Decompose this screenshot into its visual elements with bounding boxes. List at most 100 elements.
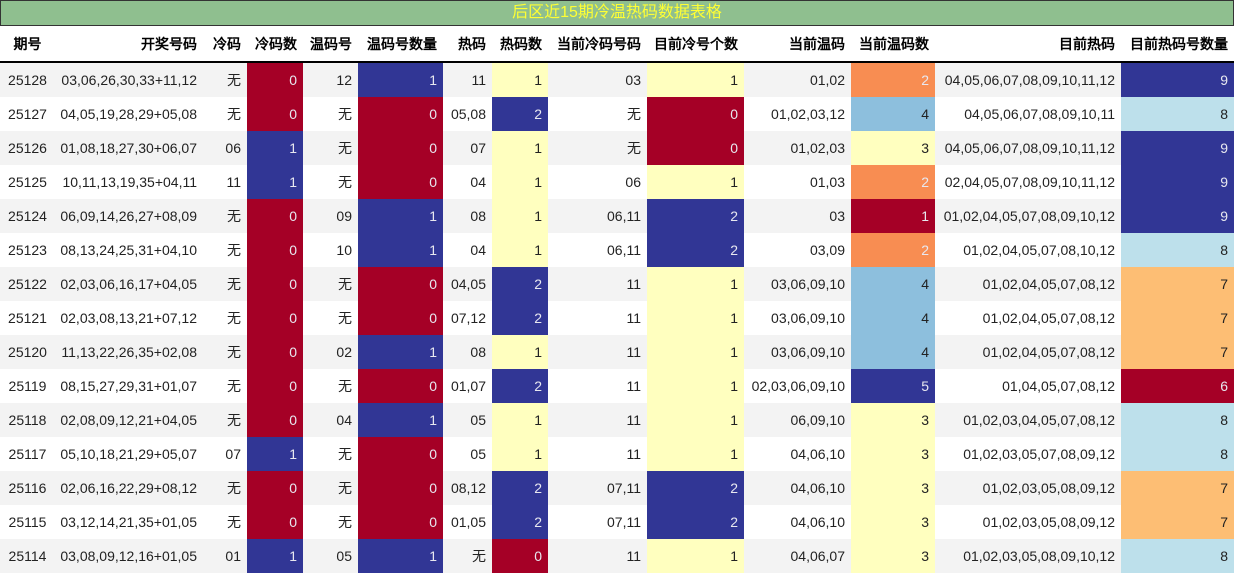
cell-draw-numbers[interactable]: 08,15,27,29,31+01,07 [55, 369, 203, 403]
cell-warm-count[interactable]: 0 [358, 165, 443, 199]
cell-cold-count[interactable]: 0 [247, 505, 303, 539]
cell-draw-numbers[interactable]: 11,13,22,26,35+02,08 [55, 335, 203, 369]
cell-current-warm-count[interactable]: 4 [851, 301, 935, 335]
cell-current-warm[interactable]: 02,03,06,09,10 [744, 369, 851, 403]
cell-hot-code[interactable]: 07,12 [443, 301, 492, 335]
cell-draw-numbers[interactable]: 02,08,09,12,21+04,05 [55, 403, 203, 437]
cell-current-hot[interactable]: 01,02,04,05,07,08,12 [935, 335, 1121, 369]
cell-issue[interactable]: 25127 [0, 97, 55, 131]
col-header-current-hot[interactable]: 目前热码 [935, 26, 1121, 63]
cell-issue[interactable]: 25115 [0, 505, 55, 539]
cell-current-cold[interactable]: 06,11 [548, 233, 647, 267]
cell-issue[interactable]: 25126 [0, 131, 55, 165]
cell-current-cold-count[interactable]: 2 [647, 199, 744, 233]
cell-cold-count[interactable]: 1 [247, 437, 303, 471]
cell-current-hot[interactable]: 01,02,04,05,07,08,12 [935, 267, 1121, 301]
col-header-current-cold[interactable]: 当前冷码号码 [548, 26, 647, 63]
cell-current-warm[interactable]: 03,06,09,10 [744, 301, 851, 335]
cell-warm-count[interactable]: 0 [358, 267, 443, 301]
cell-issue[interactable]: 25117 [0, 437, 55, 471]
cell-draw-numbers[interactable]: 03,06,26,30,33+11,12 [55, 62, 203, 97]
cell-cold-code[interactable]: 06 [203, 131, 247, 165]
cell-cold-code[interactable]: 11 [203, 165, 247, 199]
cell-current-warm-count[interactable]: 3 [851, 505, 935, 539]
cell-hot-count[interactable]: 2 [492, 267, 548, 301]
cell-warm-code[interactable]: 无 [303, 437, 358, 471]
cell-current-cold-count[interactable]: 1 [647, 335, 744, 369]
cell-hot-code[interactable]: 无 [443, 539, 492, 573]
cell-hot-count[interactable]: 1 [492, 165, 548, 199]
cell-cold-count[interactable]: 0 [247, 199, 303, 233]
cell-hot-count[interactable]: 2 [492, 471, 548, 505]
cell-hot-count[interactable]: 2 [492, 505, 548, 539]
col-header-current-warm[interactable]: 当前温码 [744, 26, 851, 63]
cell-cold-code[interactable]: 无 [203, 62, 247, 97]
cell-warm-code[interactable]: 04 [303, 403, 358, 437]
cell-current-cold[interactable]: 06 [548, 165, 647, 199]
col-header-draw-numbers[interactable]: 开奖号码 [55, 26, 203, 63]
cell-current-cold[interactable]: 11 [548, 301, 647, 335]
cell-cold-code[interactable]: 无 [203, 403, 247, 437]
cell-current-hot[interactable]: 01,02,03,05,07,08,09,12 [935, 437, 1121, 471]
cell-hot-code[interactable]: 04 [443, 233, 492, 267]
cell-hot-code[interactable]: 05 [443, 403, 492, 437]
cell-cold-count[interactable]: 0 [247, 471, 303, 505]
cell-draw-numbers[interactable]: 02,03,06,16,17+04,05 [55, 267, 203, 301]
cell-draw-numbers[interactable]: 02,03,08,13,21+07,12 [55, 301, 203, 335]
cell-warm-count[interactable]: 0 [358, 369, 443, 403]
cell-cold-code[interactable]: 无 [203, 199, 247, 233]
cell-cold-code[interactable]: 无 [203, 335, 247, 369]
cell-current-cold-count[interactable]: 0 [647, 131, 744, 165]
cell-issue[interactable]: 25116 [0, 471, 55, 505]
cell-current-hot[interactable]: 04,05,06,07,08,09,10,11 [935, 97, 1121, 131]
cell-current-warm-count[interactable]: 3 [851, 403, 935, 437]
cell-hot-code[interactable]: 05,08 [443, 97, 492, 131]
cell-hot-code[interactable]: 01,07 [443, 369, 492, 403]
cell-draw-numbers[interactable]: 01,08,18,27,30+06,07 [55, 131, 203, 165]
cell-issue[interactable]: 25124 [0, 199, 55, 233]
cell-draw-numbers[interactable]: 05,10,18,21,29+05,07 [55, 437, 203, 471]
col-header-cold-count[interactable]: 冷码数 [247, 26, 303, 63]
cell-hot-count[interactable]: 2 [492, 301, 548, 335]
cell-draw-numbers[interactable]: 03,12,14,21,35+01,05 [55, 505, 203, 539]
cell-current-warm-count[interactable]: 3 [851, 437, 935, 471]
cell-hot-code[interactable]: 05 [443, 437, 492, 471]
cell-hot-count[interactable]: 1 [492, 131, 548, 165]
cell-current-cold[interactable]: 07,11 [548, 505, 647, 539]
cell-current-cold-count[interactable]: 1 [647, 403, 744, 437]
cell-draw-numbers[interactable]: 02,06,16,22,29+08,12 [55, 471, 203, 505]
cell-warm-code[interactable]: 无 [303, 369, 358, 403]
cell-draw-numbers[interactable]: 08,13,24,25,31+04,10 [55, 233, 203, 267]
cell-current-hot-count[interactable]: 7 [1121, 267, 1234, 301]
cell-current-warm[interactable]: 03,06,09,10 [744, 335, 851, 369]
cell-warm-code[interactable]: 10 [303, 233, 358, 267]
cell-current-hot-count[interactable]: 6 [1121, 369, 1234, 403]
cell-current-cold[interactable]: 11 [548, 437, 647, 471]
cell-cold-code[interactable]: 无 [203, 233, 247, 267]
cell-current-hot[interactable]: 01,02,04,05,07,08,09,10,12 [935, 199, 1121, 233]
cell-hot-count[interactable]: 0 [492, 539, 548, 573]
cell-current-hot[interactable]: 01,02,03,04,05,07,08,12 [935, 403, 1121, 437]
cell-hot-count[interactable]: 2 [492, 97, 548, 131]
cell-current-hot-count[interactable]: 7 [1121, 471, 1234, 505]
cell-issue[interactable]: 25128 [0, 62, 55, 97]
cell-warm-code[interactable]: 09 [303, 199, 358, 233]
cell-current-cold-count[interactable]: 1 [647, 539, 744, 573]
cell-current-cold-count[interactable]: 2 [647, 505, 744, 539]
cell-current-warm[interactable]: 04,06,10 [744, 471, 851, 505]
cell-issue[interactable]: 25118 [0, 403, 55, 437]
cell-current-cold-count[interactable]: 1 [647, 437, 744, 471]
cell-hot-code[interactable]: 07 [443, 131, 492, 165]
cell-warm-count[interactable]: 1 [358, 199, 443, 233]
cell-warm-count[interactable]: 0 [358, 131, 443, 165]
cell-issue[interactable]: 25114 [0, 539, 55, 573]
cell-hot-count[interactable]: 1 [492, 437, 548, 471]
cell-warm-code[interactable]: 无 [303, 165, 358, 199]
cell-current-hot-count[interactable]: 9 [1121, 62, 1234, 97]
cell-cold-count[interactable]: 0 [247, 369, 303, 403]
cell-hot-code[interactable]: 08 [443, 199, 492, 233]
cell-current-hot[interactable]: 01,02,03,05,08,09,10,12 [935, 539, 1121, 573]
cell-warm-code[interactable]: 02 [303, 335, 358, 369]
cell-warm-code[interactable]: 05 [303, 539, 358, 573]
cell-current-hot[interactable]: 01,02,04,05,07,08,12 [935, 301, 1121, 335]
